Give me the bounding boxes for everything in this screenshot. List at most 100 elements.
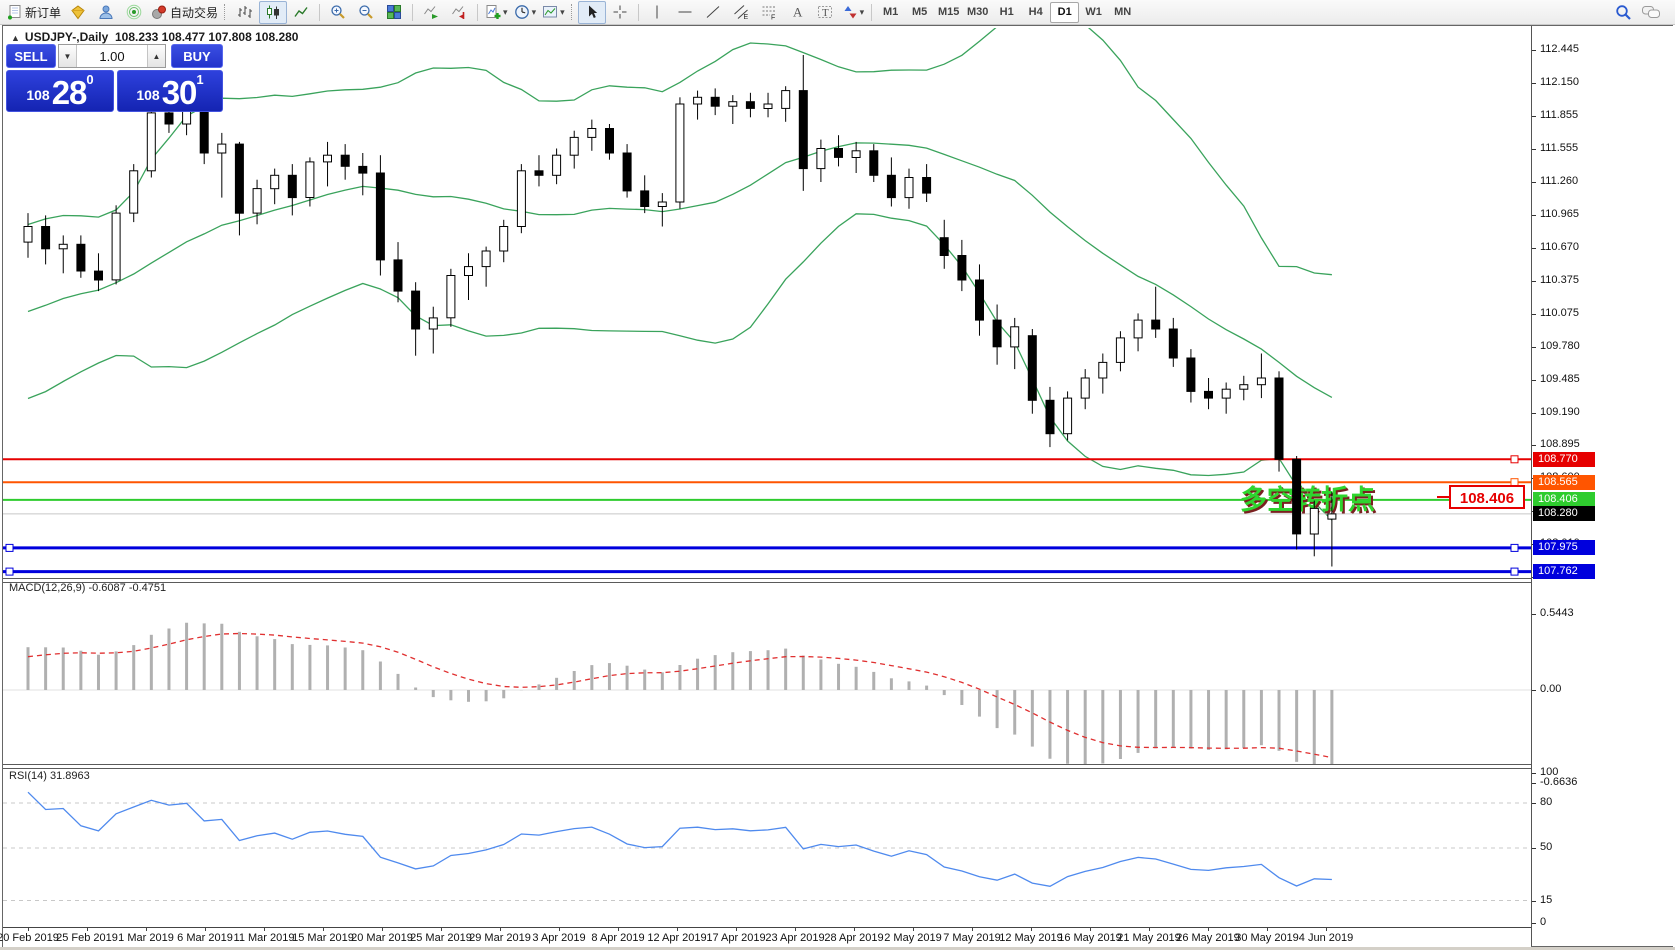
templates-button[interactable]: ▾ xyxy=(539,1,568,24)
price-tick: 112.445 xyxy=(1540,43,1579,55)
zoom-in-button[interactable] xyxy=(324,1,352,24)
timeframe-button-h4[interactable]: H4 xyxy=(1028,5,1043,18)
hline-handle[interactable] xyxy=(1510,543,1519,552)
sell-button[interactable]: SELL xyxy=(6,44,56,68)
axis-tick-mark xyxy=(1532,83,1536,84)
timeframe-button-m5[interactable]: M5 xyxy=(912,5,928,18)
auto-scroll-button[interactable] xyxy=(417,1,445,24)
text-label-button[interactable]: T xyxy=(811,1,839,24)
autotrade-icon xyxy=(152,5,167,19)
candlestick-button[interactable] xyxy=(259,0,288,24)
buy-price-display[interactable]: 108 30 1 xyxy=(116,70,223,112)
channel-letter: E xyxy=(743,14,748,20)
templates-caret: ▾ xyxy=(560,6,565,17)
axis-tick-mark xyxy=(1532,803,1536,804)
quotes-button[interactable] xyxy=(64,1,92,24)
volume-value[interactable]: 1.00 xyxy=(99,48,125,64)
vertical-line-button[interactable] xyxy=(643,1,671,24)
price-callout-box[interactable]: 108.406 xyxy=(1449,485,1525,509)
timeframe-button-m30[interactable]: M30 xyxy=(966,5,989,18)
channel-button[interactable]: E xyxy=(727,1,755,24)
trendline-icon xyxy=(706,6,719,18)
arrows-button[interactable]: ▾ xyxy=(839,1,868,24)
price-axis[interactable]: 112.445 112.150 111.855 111.555 111.260 110.9… xyxy=(1531,26,1673,946)
indicators-icon xyxy=(486,5,501,19)
tile-windows-button[interactable] xyxy=(380,1,408,24)
date-label: 3 Apr 2019 xyxy=(532,932,586,944)
volume-increase-button[interactable]: ▲ xyxy=(147,45,165,67)
timeframe-button-h1[interactable]: H1 xyxy=(999,5,1014,18)
chart-window: ▲ USDJPY-,Daily 108.233 108.477 107.808 1… xyxy=(0,25,1673,947)
bar-chart-button[interactable] xyxy=(231,1,259,24)
turning-point-annotation[interactable]: 多空转折点 xyxy=(1240,484,1375,515)
main-toolbar: 新订单 自动交易 xyxy=(0,0,1675,25)
indicators-caret: ▾ xyxy=(503,6,508,17)
buy-price-big: 30 xyxy=(161,74,198,111)
rsi-pane[interactable] xyxy=(3,767,1531,927)
hline-handle[interactable] xyxy=(5,567,14,576)
pane-separator[interactable] xyxy=(3,764,1531,769)
price-tick: 111.855 xyxy=(1540,109,1579,121)
search-button[interactable] xyxy=(1609,1,1637,24)
price-tick: 111.555 xyxy=(1540,142,1579,154)
chart-ohlc-values: 108.233 108.477 107.808 108.280 xyxy=(114,30,299,44)
date-label: 7 May 2019 xyxy=(943,932,1001,944)
text-button[interactable]: A xyxy=(783,1,811,24)
zoom-out-button[interactable] xyxy=(352,1,380,24)
chart-shift-button[interactable] xyxy=(445,1,473,24)
zoom-out-icon xyxy=(359,5,373,19)
fibonacci-icon: F xyxy=(762,6,776,21)
axis-tick-mark xyxy=(1532,773,1536,774)
timeframe-button-m15[interactable]: M15 xyxy=(937,5,960,18)
date-axis[interactable]: 20 Feb 2019 25 Feb 2019 1 Mar 2019 6 Mar 20… xyxy=(0,927,1531,947)
auto-trading-button[interactable]: 自动交易 xyxy=(148,1,221,24)
price-callout-connector xyxy=(1437,496,1449,498)
price-tick: 109.485 xyxy=(1540,373,1580,385)
hline-handle[interactable] xyxy=(1510,567,1519,576)
date-tick-mark xyxy=(441,928,442,931)
horizontal-line-button[interactable] xyxy=(671,1,699,24)
cursor-button[interactable] xyxy=(577,0,606,24)
indicators-button[interactable]: ▾ xyxy=(482,1,511,24)
hline-handle[interactable] xyxy=(5,543,14,552)
chat-button[interactable] xyxy=(1637,1,1665,24)
toolbar-separator xyxy=(477,3,479,21)
hline-price-badge: 108.770 xyxy=(1533,452,1595,467)
new-order-button[interactable]: 新订单 xyxy=(3,1,64,24)
date-tick-mark xyxy=(618,928,619,931)
date-label: 11 Mar 2019 xyxy=(233,932,295,944)
pane-separator[interactable] xyxy=(3,578,1531,583)
date-label: 12 May 2019 xyxy=(999,932,1063,944)
sell-price-display[interactable]: 108 28 0 xyxy=(6,70,114,112)
rsi-tick: 15 xyxy=(1540,894,1553,906)
crosshair-button[interactable] xyxy=(606,1,634,24)
buy-button[interactable]: BUY xyxy=(171,44,223,68)
fibo-letter: F xyxy=(771,15,775,21)
timeframe-button-m1[interactable]: M1 xyxy=(883,5,899,18)
timeframe-button-mn[interactable]: MN xyxy=(1114,5,1132,18)
line-chart-button[interactable] xyxy=(287,1,315,24)
price-tick: 112.150 xyxy=(1540,76,1579,88)
macd-histogram xyxy=(26,622,1334,764)
date-tick-mark xyxy=(795,928,796,931)
periods-button[interactable]: ▾ xyxy=(511,1,540,24)
collapse-arrow-icon[interactable]: ▲ xyxy=(11,33,20,43)
signals-button[interactable] xyxy=(120,1,148,24)
volume-decrease-button[interactable]: ▼ xyxy=(59,45,77,67)
rsi-tick: 50 xyxy=(1540,841,1553,853)
trendline-button[interactable] xyxy=(699,1,727,24)
fibonacci-button[interactable]: F xyxy=(755,1,783,24)
chart-shift-icon xyxy=(452,6,465,19)
date-tick-mark xyxy=(1090,928,1091,931)
timeframe-button-d1[interactable]: D1 xyxy=(1050,1,1080,23)
date-tick-mark xyxy=(559,928,560,931)
profile-button[interactable] xyxy=(92,1,120,24)
volume-stepper: ▼ 1.00 ▲ xyxy=(58,44,166,68)
timeframe-button-w1[interactable]: W1 xyxy=(1085,5,1102,18)
hline-handle[interactable] xyxy=(1510,455,1519,464)
macd-pane[interactable] xyxy=(3,581,1531,764)
macd-tick: -0.6636 xyxy=(1540,776,1578,788)
toolbar-separator xyxy=(319,3,321,21)
date-label: 15 Mar 2019 xyxy=(292,932,354,944)
